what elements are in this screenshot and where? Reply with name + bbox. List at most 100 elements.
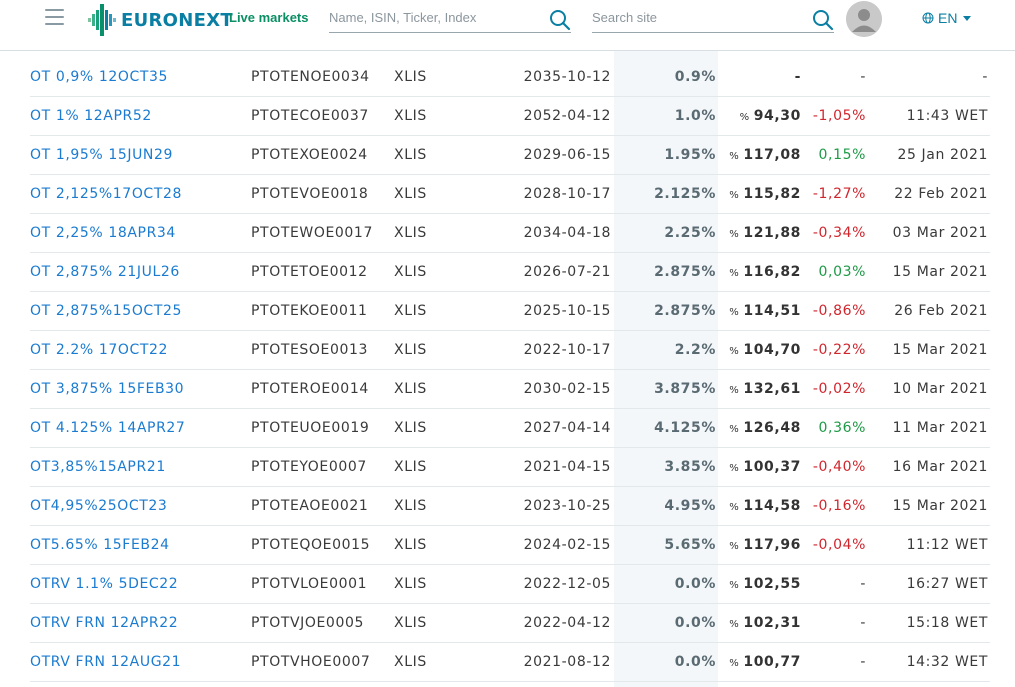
user-avatar-icon[interactable]: [846, 1, 882, 37]
maturity-cell: 2022-12-05: [523, 576, 611, 592]
time-cell: 15 Mar 2021: [892, 498, 988, 514]
change-cell: -0,40%: [812, 459, 866, 475]
bond-name-link[interactable]: OT 2,125%17OCT28: [30, 186, 182, 202]
price-unit: %: [729, 541, 740, 552]
price-unit: %: [729, 346, 740, 357]
price-unit: %: [729, 619, 740, 630]
bond-name-link[interactable]: OT 2,875%15OCT25: [30, 303, 182, 319]
market-cell: XLIS: [394, 342, 427, 358]
price-unit: %: [729, 424, 740, 435]
bond-name-link[interactable]: OTRV 1.1% 5DEC22: [30, 576, 179, 592]
isin-cell: PTOTEUOE0019: [251, 420, 370, 436]
price-cell: % 102,55: [729, 565, 801, 605]
price-unit: %: [729, 190, 740, 201]
price-cell: % 102,31: [729, 604, 801, 644]
market-cell: XLIS: [394, 459, 427, 475]
bond-name-link[interactable]: OT 4.125% 14APR27: [30, 420, 186, 436]
maturity-cell: 2028-10-17: [523, 186, 611, 202]
maturity-cell: 2030-02-15: [523, 381, 611, 397]
isin-cell: PTOTEWOE0017: [251, 225, 373, 241]
price-cell: % 126,48: [729, 409, 801, 449]
bond-name-link[interactable]: OT3,85%15APR21: [30, 459, 166, 475]
change-cell: -0,22%: [812, 342, 866, 358]
market-cell: XLIS: [394, 225, 427, 241]
table-row: OTRV FRN 12AUG21 PTOTVHOE0007 XLIS 2021-…: [30, 643, 990, 682]
euronext-logo[interactable]: EURONEXT: [86, 2, 233, 38]
time-cell: 16 Mar 2021: [892, 459, 988, 475]
search-icon[interactable]: [549, 9, 571, 31]
change-cell: -0,16%: [812, 498, 866, 514]
bond-name-link[interactable]: OT4,95%25OCT23: [30, 498, 168, 514]
live-markets-link[interactable]: Live markets: [229, 10, 309, 25]
instrument-search: [329, 4, 571, 33]
table-row: OT 2,875% 21JUL26 PTOTETOE0012 XLIS 2026…: [30, 253, 990, 292]
price-cell: % 117,08: [729, 136, 801, 176]
coupon-cell: 0.0%: [674, 615, 716, 631]
table-row: OT 1,95% 15JUN29 PTOTEXOE0024 XLIS 2029-…: [30, 136, 990, 175]
price-value: 115,82: [743, 186, 801, 202]
bond-name-link[interactable]: OT 0,9% 12OCT35: [30, 69, 169, 85]
price-value: 126,48: [743, 420, 801, 436]
change-cell: -: [860, 615, 866, 631]
bond-name-link[interactable]: OT 2,875% 21JUL26: [30, 264, 180, 280]
maturity-cell: 2027-04-14: [523, 420, 611, 436]
time-cell: 15 Mar 2021: [892, 264, 988, 280]
bond-name-link[interactable]: OT5.65% 15FEB24: [30, 537, 170, 553]
price-unit: %: [729, 151, 740, 162]
price-unit: %: [729, 463, 740, 474]
bond-name-link[interactable]: OTRV FRN 12APR22: [30, 615, 179, 631]
price-value: 117,96: [743, 537, 801, 553]
price-cell: % 116,82: [729, 253, 801, 293]
isin-cell: PTOTEKOE0011: [251, 303, 368, 319]
price-cell: % 104,70: [729, 331, 801, 371]
table-row: OT 2,25% 18APR34 PTOTEWOE0017 XLIS 2034-…: [30, 214, 990, 253]
price-unit: %: [729, 502, 740, 513]
change-cell: -1,05%: [812, 108, 866, 124]
maturity-cell: 2029-06-15: [523, 147, 611, 163]
market-cell: XLIS: [394, 381, 427, 397]
isin-cell: PTOTVHOE0007: [251, 654, 371, 670]
time-cell: -: [982, 69, 988, 85]
table-row: OT 2.2% 17OCT22 PTOTESOE0013 XLIS 2022-1…: [30, 331, 990, 370]
bond-name-link[interactable]: OTRV FRN 12AUG21: [30, 654, 182, 670]
price-unit: %: [729, 385, 740, 396]
time-cell: 26 Feb 2021: [894, 303, 988, 319]
bond-name-link[interactable]: OT 2.2% 17OCT22: [30, 342, 169, 358]
isin-cell: PTOTEXOE0024: [251, 147, 368, 163]
search-icon[interactable]: [812, 9, 834, 31]
coupon-cell: 2.875%: [654, 303, 716, 319]
bond-name-link[interactable]: OT 1% 12APR52: [30, 108, 152, 124]
maturity-cell: 2026-07-21: [523, 264, 611, 280]
instrument-search-input[interactable]: [329, 4, 571, 30]
coupon-cell: 2.2%: [674, 342, 716, 358]
table-row: OT 1% 12APR52 PTOTECOE0037 XLIS 2052-04-…: [30, 97, 990, 136]
price-value: 117,08: [743, 147, 801, 163]
site-search-input[interactable]: [592, 4, 834, 30]
table-row: OTRV 1.1% 5DEC22 PTOTVLOE0001 XLIS 2022-…: [30, 565, 990, 604]
coupon-cell: 4.125%: [654, 420, 716, 436]
maturity-cell: 2021-04-15: [523, 459, 611, 475]
maturity-cell: 2022-10-17: [523, 342, 611, 358]
time-cell: 15:18 WET: [906, 615, 988, 631]
time-cell: 11 Mar 2021: [892, 420, 988, 436]
table-row: OT 0,9% 12OCT35 PTOTENOE0034 XLIS 2035-1…: [30, 58, 990, 97]
price-cell: % 94,30: [740, 97, 801, 137]
chevron-down-icon: [963, 15, 972, 21]
price-cell: -: [791, 58, 801, 98]
bond-name-link[interactable]: OT 3,875% 15FEB30: [30, 381, 185, 397]
table-row: OT 4.125% 14APR27 PTOTEUOE0019 XLIS 2027…: [30, 409, 990, 448]
language-selector[interactable]: EN: [922, 10, 972, 26]
price-cell: % 117,96: [729, 526, 801, 566]
language-label: EN: [938, 10, 958, 26]
isin-cell: PTOTENOE0034: [251, 69, 370, 85]
bond-name-link[interactable]: OT 1,95% 15JUN29: [30, 147, 174, 163]
price-value: 116,82: [743, 264, 801, 280]
isin-cell: PTOTEVOE0018: [251, 186, 369, 202]
bond-name-link[interactable]: OT 2,25% 18APR34: [30, 225, 176, 241]
isin-cell: PTOTEAOE0021: [251, 498, 369, 514]
table-row: OT4,95%25OCT23 PTOTEAOE0021 XLIS 2023-10…: [30, 487, 990, 526]
change-cell: 0,36%: [818, 420, 866, 436]
time-cell: 22 Feb 2021: [894, 186, 988, 202]
menu-icon[interactable]: [45, 9, 64, 25]
price-value: 100,77: [743, 654, 801, 670]
